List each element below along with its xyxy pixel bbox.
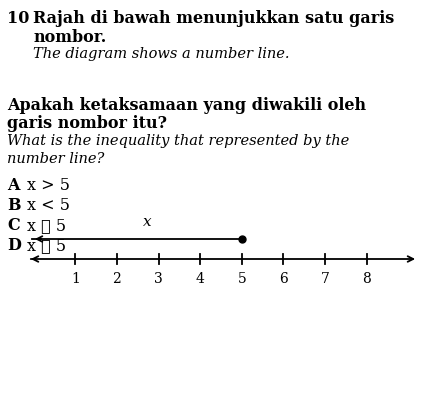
Text: number line?: number line? (7, 152, 104, 166)
Text: x: x (142, 215, 151, 229)
Text: 3: 3 (154, 272, 163, 286)
Text: 5: 5 (237, 272, 246, 286)
Text: 4: 4 (196, 272, 205, 286)
Text: 1: 1 (71, 272, 80, 286)
Text: Apakah ketaksamaan yang diwakili oleh: Apakah ketaksamaan yang diwakili oleh (7, 97, 366, 114)
Text: 10: 10 (7, 10, 29, 27)
Text: Rajah di bawah menunjukkan satu garis: Rajah di bawah menunjukkan satu garis (33, 10, 394, 27)
Text: 2: 2 (113, 272, 121, 286)
Text: 8: 8 (362, 272, 371, 286)
Text: nombor.: nombor. (33, 29, 106, 46)
Text: x ⩽ 5: x ⩽ 5 (27, 217, 66, 234)
Text: The diagram shows a number line.: The diagram shows a number line. (33, 47, 289, 61)
Text: x ⩾ 5: x ⩾ 5 (27, 237, 66, 254)
Text: D: D (7, 237, 21, 254)
Text: garis nombor itu?: garis nombor itu? (7, 115, 167, 132)
Text: B: B (7, 197, 21, 214)
Text: x > 5: x > 5 (27, 177, 70, 194)
Text: 6: 6 (279, 272, 288, 286)
Text: C: C (7, 217, 20, 234)
Text: x < 5: x < 5 (27, 197, 70, 214)
Text: A: A (7, 177, 20, 194)
Text: 7: 7 (321, 272, 329, 286)
Text: What is the inequality that represented by the: What is the inequality that represented … (7, 134, 349, 148)
